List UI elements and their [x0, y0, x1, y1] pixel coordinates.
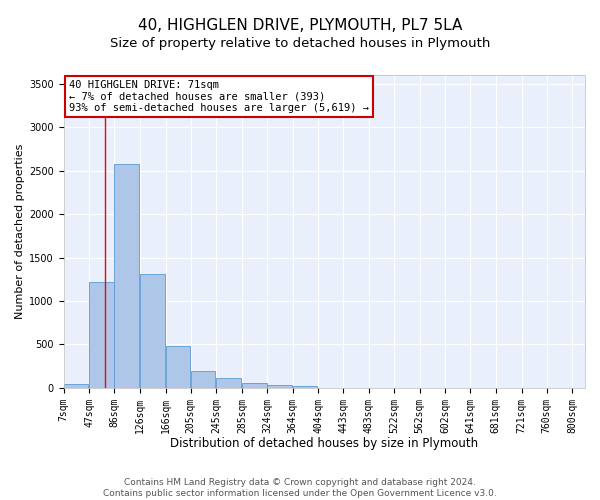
Bar: [267, 386, 292, 388]
Y-axis label: Number of detached properties: Number of detached properties: [15, 144, 25, 319]
X-axis label: Distribution of detached houses by size in Plymouth: Distribution of detached houses by size …: [170, 437, 478, 450]
Bar: [293, 386, 317, 388]
Bar: [166, 346, 190, 388]
Text: Contains HM Land Registry data © Crown copyright and database right 2024.
Contai: Contains HM Land Registry data © Crown c…: [103, 478, 497, 498]
Bar: [191, 371, 215, 388]
Bar: [115, 164, 139, 388]
Bar: [140, 274, 165, 388]
Bar: [242, 382, 267, 388]
Bar: [64, 384, 88, 388]
Text: Size of property relative to detached houses in Plymouth: Size of property relative to detached ho…: [110, 38, 490, 51]
Text: 40, HIGHGLEN DRIVE, PLYMOUTH, PL7 5LA: 40, HIGHGLEN DRIVE, PLYMOUTH, PL7 5LA: [138, 18, 462, 32]
Bar: [217, 378, 241, 388]
Bar: [89, 282, 114, 388]
Text: 40 HIGHGLEN DRIVE: 71sqm
← 7% of detached houses are smaller (393)
93% of semi-d: 40 HIGHGLEN DRIVE: 71sqm ← 7% of detache…: [69, 80, 369, 113]
